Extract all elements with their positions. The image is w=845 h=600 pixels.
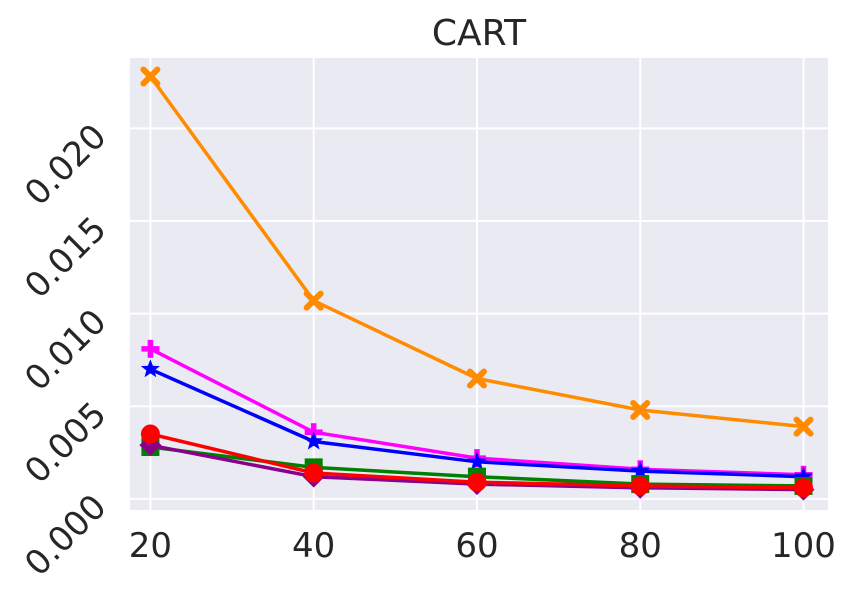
x-tick-label: 60 xyxy=(455,526,498,566)
data-point-star xyxy=(140,359,160,378)
data-point-x xyxy=(466,368,487,389)
data-point-x xyxy=(303,290,324,311)
data-point-star xyxy=(467,451,487,470)
y-tick-label: 0.015 xyxy=(17,209,114,306)
plot-area xyxy=(130,58,828,510)
data-point-circle xyxy=(140,424,160,444)
data-point-circle xyxy=(630,476,650,496)
data-point-star xyxy=(630,461,650,480)
x-tick-label: 20 xyxy=(129,526,172,566)
x-tick-label: 100 xyxy=(771,526,836,566)
x-tick-label: 80 xyxy=(619,526,662,566)
chart-title: CART xyxy=(432,13,527,54)
data-point-x xyxy=(630,399,651,420)
data-point-plus xyxy=(141,339,160,358)
series-3 xyxy=(140,359,813,485)
y-tick-label: 0.005 xyxy=(17,394,114,491)
y-tick-label: 0.010 xyxy=(17,302,114,399)
data-point-circle xyxy=(794,478,814,498)
y-tick-label: 0.020 xyxy=(17,116,114,213)
x-tick-label: 40 xyxy=(292,526,335,566)
data-point-star xyxy=(304,431,324,450)
data-point-x xyxy=(140,66,161,87)
y-tick-label: 0.000 xyxy=(17,487,114,584)
series-1 xyxy=(140,66,814,437)
series-6 xyxy=(140,424,814,498)
grid xyxy=(130,58,828,510)
data-point-circle xyxy=(304,463,324,483)
data-point-circle xyxy=(467,472,487,492)
data-point-x xyxy=(793,416,814,437)
data-point-star xyxy=(794,466,813,485)
series-layer xyxy=(139,66,815,501)
